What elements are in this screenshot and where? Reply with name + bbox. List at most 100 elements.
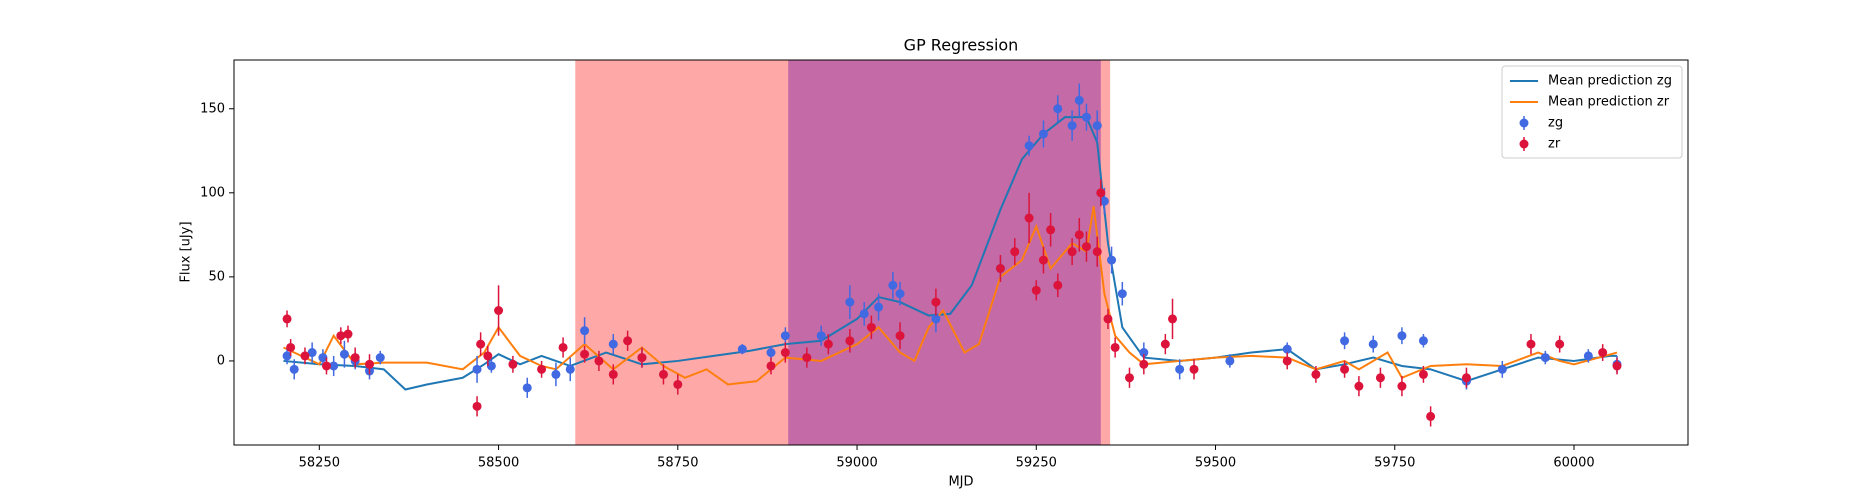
- x-tick-label: 58500: [478, 456, 519, 471]
- data-point: [895, 331, 905, 341]
- data-point: [1139, 359, 1149, 369]
- data-point: [1124, 373, 1134, 383]
- data-point: [580, 326, 590, 336]
- data-point: [845, 336, 855, 346]
- data-point: [286, 342, 296, 352]
- data-point: [608, 369, 618, 379]
- data-point: [1117, 289, 1127, 299]
- data-point: [895, 289, 905, 299]
- data-point: [816, 331, 826, 341]
- data-point: [472, 364, 482, 374]
- data-point: [1103, 314, 1113, 324]
- data-point: [737, 344, 747, 354]
- data-point: [1053, 280, 1063, 290]
- data-point: [289, 364, 299, 374]
- data-point: [1168, 314, 1178, 324]
- data-point: [1461, 373, 1471, 383]
- y-tick-label: 100: [200, 185, 225, 200]
- data-point: [350, 353, 360, 363]
- data-point: [1096, 188, 1106, 198]
- data-point: [336, 331, 346, 341]
- x-tick-label: 59750: [1374, 456, 1415, 471]
- data-point: [1074, 230, 1084, 240]
- data-point: [300, 351, 310, 361]
- data-point: [1526, 339, 1536, 349]
- data-point: [282, 314, 292, 324]
- data-point: [766, 361, 776, 371]
- data-point: [343, 329, 353, 339]
- shaded-span: [788, 60, 1101, 445]
- legend-marker: [1519, 139, 1529, 149]
- data-point: [1418, 336, 1428, 346]
- data-point: [476, 339, 486, 349]
- data-point: [282, 351, 292, 361]
- data-point: [321, 361, 331, 371]
- data-point: [508, 359, 518, 369]
- data-point: [1368, 339, 1378, 349]
- data-point: [375, 353, 385, 363]
- data-point: [1612, 361, 1622, 371]
- data-point: [558, 342, 568, 352]
- data-point: [866, 322, 876, 332]
- data-point: [931, 314, 941, 324]
- data-point: [1099, 196, 1109, 206]
- legend: Mean prediction zg Mean prediction zr zg zr: [1501, 65, 1683, 159]
- data-point: [307, 348, 317, 358]
- legend-label: zg: [1548, 116, 1563, 131]
- y-axis-label: Flux [uJy]: [179, 221, 194, 282]
- data-point: [483, 351, 493, 361]
- data-point: [551, 369, 561, 379]
- data-point: [1067, 121, 1077, 131]
- data-point: [1555, 339, 1565, 349]
- data-point: [658, 369, 668, 379]
- data-point: [1311, 369, 1321, 379]
- data-point: [1110, 342, 1120, 352]
- legend-marker: [1519, 118, 1529, 128]
- legend-box: [1501, 65, 1683, 159]
- data-point: [637, 353, 647, 363]
- data-point: [888, 280, 898, 290]
- data-point: [1426, 411, 1436, 421]
- data-point: [580, 349, 590, 359]
- data-point: [1139, 348, 1149, 358]
- data-point: [931, 297, 941, 307]
- x-tick-label: 58750: [657, 456, 698, 471]
- data-point: [1038, 129, 1048, 139]
- data-point: [318, 353, 328, 363]
- data-point: [1024, 141, 1034, 151]
- data-point: [995, 263, 1005, 273]
- data-point: [1160, 339, 1170, 349]
- data-point: [766, 348, 776, 358]
- data-point: [1282, 356, 1292, 366]
- data-point: [1081, 112, 1091, 122]
- data-point: [1046, 225, 1056, 235]
- data-point: [1583, 351, 1593, 361]
- data-point: [1598, 348, 1608, 358]
- legend-label: Mean prediction zr: [1548, 95, 1670, 110]
- data-point: [1081, 242, 1091, 252]
- data-point: [845, 297, 855, 307]
- data-point: [1282, 344, 1292, 354]
- x-tick-label: 58250: [299, 456, 340, 471]
- data-point: [1340, 336, 1350, 346]
- legend-label: Mean prediction zg: [1548, 74, 1672, 89]
- data-point: [537, 364, 547, 374]
- data-point: [594, 356, 604, 366]
- y-tick-label: 150: [200, 101, 225, 116]
- y-tick-label: 50: [208, 269, 225, 284]
- axes-frame: [233, 59, 1689, 446]
- data-point: [1497, 364, 1507, 374]
- x-tick-label: 59500: [1195, 456, 1236, 471]
- data-point: [1354, 381, 1364, 391]
- x-tick-label: 59250: [1016, 456, 1057, 471]
- data-point: [802, 353, 812, 363]
- mean-line: [283, 206, 1618, 386]
- data-point: [1397, 381, 1407, 391]
- data-point: [365, 359, 375, 369]
- legend-label: zr: [1548, 137, 1561, 152]
- data-point: [1092, 121, 1102, 131]
- data-point: [1340, 364, 1350, 374]
- data-point: [1024, 213, 1034, 223]
- data-point: [874, 302, 884, 312]
